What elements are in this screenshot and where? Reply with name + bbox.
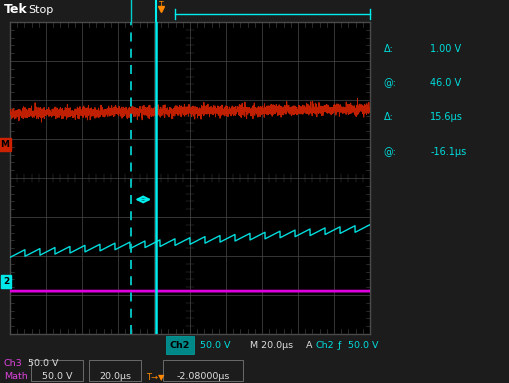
Text: 2: 2 <box>3 277 9 286</box>
Text: M: M <box>0 140 9 150</box>
Text: M: M <box>1 140 9 149</box>
Text: M 20.0μs: M 20.0μs <box>249 340 293 350</box>
Bar <box>89 360 140 381</box>
Text: 46.0 V: 46.0 V <box>430 78 461 88</box>
Text: Δ:: Δ: <box>383 44 392 54</box>
Text: 15.6μs: 15.6μs <box>430 113 462 123</box>
Text: Ch3: Ch3 <box>4 359 23 368</box>
Text: 50.0 V: 50.0 V <box>28 359 59 368</box>
Text: -2.08000μs: -2.08000μs <box>176 372 229 381</box>
Text: Ch2: Ch2 <box>169 340 190 350</box>
Text: Math: Math <box>4 372 27 381</box>
Text: 20.0μs: 20.0μs <box>99 372 131 381</box>
Text: 50.0 V: 50.0 V <box>42 372 72 381</box>
Text: 2: 2 <box>3 277 9 286</box>
Text: @:: @: <box>383 78 395 88</box>
Text: Δ:: Δ: <box>383 113 392 123</box>
Text: @:: @: <box>383 147 395 157</box>
Text: Tek: Tek <box>4 3 27 16</box>
Text: 50.0 V: 50.0 V <box>200 340 230 350</box>
Bar <box>165 336 193 354</box>
Bar <box>163 360 242 381</box>
Text: A: A <box>305 340 312 350</box>
Text: Stop: Stop <box>28 5 53 15</box>
Bar <box>31 360 83 381</box>
Text: T: T <box>158 1 163 10</box>
Text: ƒ: ƒ <box>337 340 341 350</box>
Text: T→▼: T→▼ <box>146 372 164 381</box>
Text: -16.1μs: -16.1μs <box>430 147 466 157</box>
Text: 1.00 V: 1.00 V <box>430 44 461 54</box>
Text: Ch2: Ch2 <box>316 340 334 350</box>
Text: 50.0 V: 50.0 V <box>347 340 378 350</box>
